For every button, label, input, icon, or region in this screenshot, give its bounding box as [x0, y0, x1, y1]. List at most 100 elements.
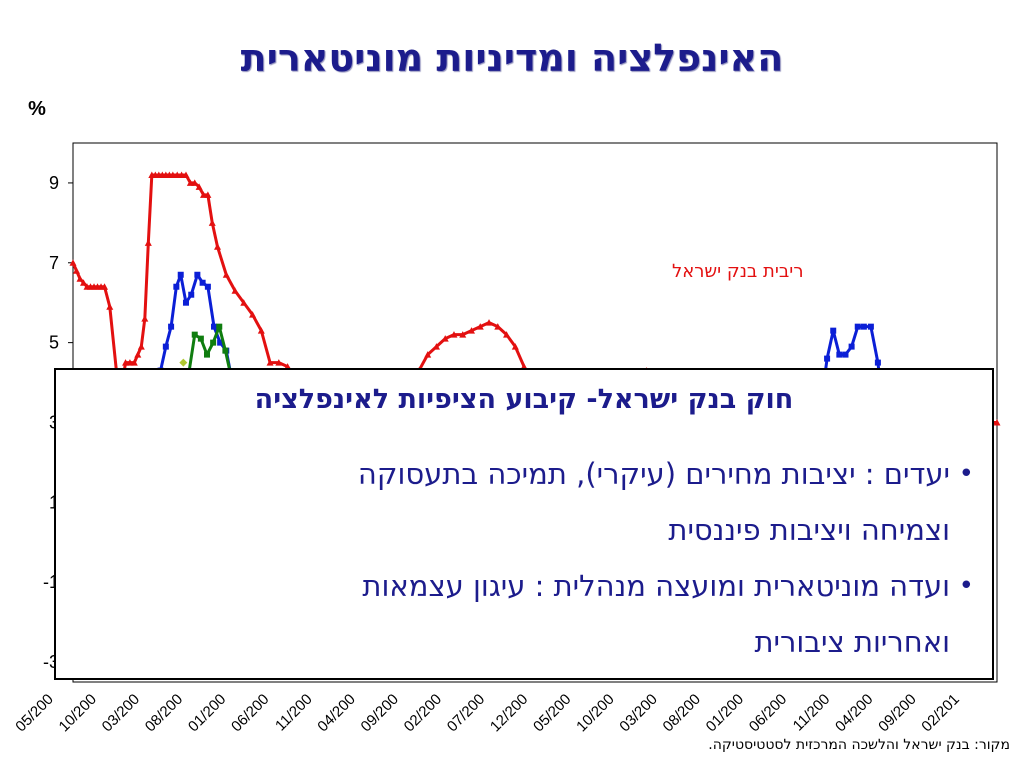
data-point [257, 327, 265, 334]
y-axis-label: % [28, 98, 46, 120]
data-point [144, 239, 152, 246]
bullet-icon: • [958, 571, 974, 601]
data-point [173, 283, 180, 290]
data-point [854, 323, 861, 330]
x-tick-label: 09/200 [358, 691, 402, 735]
data-point [73, 267, 81, 274]
bullet-line: ועדה מוניטארית ומועצה מנהלית : עיגון עצמ… [362, 569, 950, 603]
data-point [266, 359, 274, 366]
data-point [459, 331, 467, 338]
data-point [182, 171, 190, 178]
data-point [211, 323, 218, 330]
x-tick-label: 11/200 [272, 691, 316, 735]
bullet-line: וצמיחה ויציבות פיננסית [668, 513, 950, 547]
data-point [204, 351, 211, 358]
data-point [186, 179, 194, 186]
data-point [76, 275, 84, 282]
data-point [249, 311, 257, 318]
bullet-line: יעדים : יציבות מחירים (עיקרי), תמיכה בתע… [357, 457, 950, 491]
x-tick-label: 06/200 [746, 691, 790, 735]
data-point [210, 339, 217, 346]
x-tick-label: 03/200 [99, 691, 143, 735]
data-point [168, 323, 175, 330]
bullet-line: ואחריות ציבורית [754, 625, 950, 659]
data-point [860, 323, 867, 330]
y-tick-label: 9 [49, 173, 59, 193]
x-tick-label: 10/200 [573, 691, 617, 735]
data-point [468, 327, 476, 334]
data-point [191, 331, 198, 338]
data-point [101, 283, 109, 290]
data-point [511, 343, 519, 350]
x-tick-label: 07/200 [444, 691, 488, 735]
data-point [191, 179, 199, 186]
data-point [195, 183, 203, 190]
data-point [179, 358, 188, 367]
data-point [842, 351, 849, 358]
slide-title: האינפלציה ומדיניות מוניטארית [240, 36, 784, 80]
data-point [169, 171, 177, 178]
data-point [173, 171, 181, 178]
data-point [204, 191, 212, 198]
data-point [106, 303, 114, 310]
y-tick-label: 5 [49, 333, 59, 353]
x-tick-label: 09/200 [875, 691, 919, 735]
data-point [178, 171, 186, 178]
overlay-box: חוק בנק ישראל- קיבוע הציפיות לאינפלציה •… [54, 368, 994, 680]
data-point [240, 299, 248, 306]
x-tick-label: 05/200 [530, 691, 574, 735]
overlay-heading: חוק בנק ישראל- קיבוע הציפיות לאינפלציה [254, 384, 794, 415]
data-point [874, 359, 881, 366]
data-point [520, 363, 528, 370]
data-point [216, 323, 223, 330]
data-point [503, 331, 511, 338]
data-point [204, 283, 211, 290]
data-point [208, 219, 216, 226]
data-point [494, 323, 502, 330]
data-point [182, 299, 189, 306]
data-point [424, 351, 432, 358]
x-tick-label: 08/200 [142, 691, 186, 735]
data-point [432, 343, 440, 350]
x-tick-label: 04/200 [314, 691, 358, 735]
data-point [824, 355, 831, 362]
data-point [836, 351, 843, 358]
y-tick-label: 1 [49, 492, 59, 512]
data-point [222, 271, 230, 278]
data-point [122, 359, 130, 366]
data-point [199, 191, 207, 198]
data-point [450, 331, 458, 338]
x-tick-label: 11/200 [790, 691, 834, 735]
data-point [126, 359, 134, 366]
y-tick-label: 7 [49, 253, 59, 273]
overlay-bullet-list: • יעדים : יציבות מחירים (עיקרי), תמיכה ב… [78, 446, 978, 670]
series-annotation: ריבית בנק ישראל [672, 261, 803, 282]
x-tick-label: 12/200 [487, 691, 531, 735]
x-tick-label: 08/200 [660, 691, 704, 735]
data-point [162, 343, 169, 350]
data-point [177, 271, 184, 278]
x-tick-label: 01/200 [185, 691, 229, 735]
bullet-item: • ועדה מוניטארית ומועצה מנהלית : עיגון ע… [78, 558, 978, 670]
data-point [80, 279, 88, 286]
data-point [441, 335, 449, 342]
data-point [993, 418, 1001, 426]
data-point [194, 271, 201, 278]
data-point [867, 323, 874, 330]
data-point [476, 323, 484, 330]
x-tick-label: 01/200 [703, 691, 747, 735]
data-point [222, 347, 229, 354]
x-tick-label: 02/200 [401, 691, 445, 735]
data-point [134, 351, 142, 358]
x-tick-label: 03/200 [616, 691, 660, 735]
x-tick-label: 10/200 [56, 691, 100, 735]
x-tick-label: 02/201 [918, 691, 962, 735]
y-tick-label: 3 [49, 412, 59, 432]
data-point [217, 339, 224, 346]
data-point [130, 359, 138, 366]
data-point [485, 319, 493, 326]
bullet-icon: • [958, 459, 974, 489]
data-point [830, 327, 837, 334]
data-point [231, 287, 239, 294]
data-point [284, 363, 292, 370]
